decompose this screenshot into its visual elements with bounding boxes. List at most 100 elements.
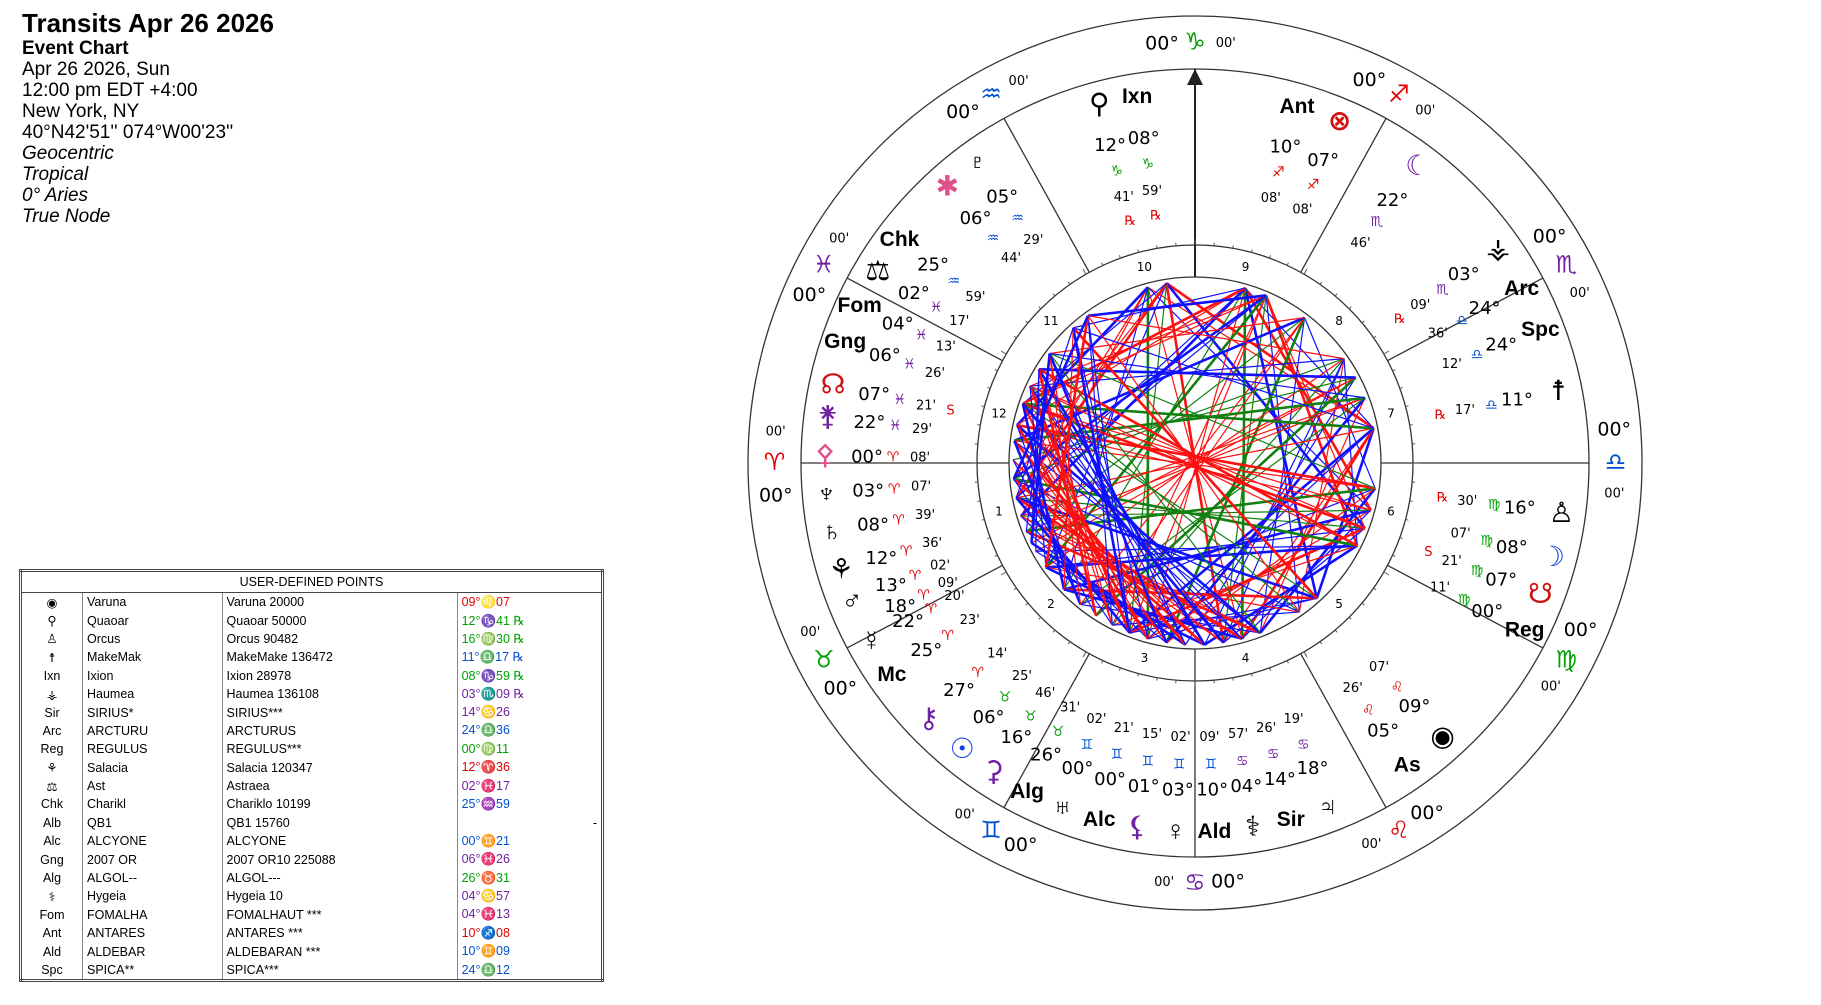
- tick: [1082, 268, 1087, 275]
- tick: [1118, 667, 1121, 671]
- cusp-minutes: 00': [1361, 837, 1381, 852]
- planet-minutes: 57': [1228, 727, 1248, 742]
- table-row: ⚕ Hygeia Hygeia 10 04°♋57: [20, 887, 604, 906]
- point-name: SIRIUS***: [222, 703, 458, 722]
- planet-minutes: 26': [1343, 681, 1363, 696]
- planet-degree: 01°: [1128, 776, 1160, 797]
- tick: [1405, 518, 1409, 521]
- planet-minutes: 31': [1060, 701, 1080, 716]
- planet-minutes: 36': [922, 536, 942, 551]
- ring: [747, 15, 1643, 911]
- tick: [1303, 651, 1308, 658]
- planet-flag: S: [1424, 545, 1432, 560]
- tick: [994, 554, 998, 557]
- tick: [1383, 350, 1390, 355]
- planet-glyph: Spc: [1521, 318, 1560, 341]
- point-glyph: Fom: [20, 905, 83, 925]
- planet-minutes: 12': [1442, 357, 1462, 372]
- planet-sign: ♈: [941, 628, 954, 644]
- house-number: 8: [1335, 314, 1343, 328]
- planet-degree: 02°: [898, 283, 930, 304]
- planet-degree: 08°: [857, 515, 889, 536]
- tick: [1392, 369, 1396, 372]
- point-glyph: ⚕: [20, 887, 83, 906]
- table-row: Ald ALDEBAR ALDEBARAN *** 10°♊09: [20, 942, 604, 961]
- planet-glyph: ⚖: [865, 255, 890, 286]
- planet-minutes: 08': [1292, 202, 1312, 217]
- setting: Geocentric: [22, 143, 114, 164]
- aspect-line: [1013, 316, 1306, 443]
- planet-glyph: Alc: [1083, 808, 1116, 831]
- planet-degree: 06°: [973, 707, 1005, 728]
- point-abbr: 2007 OR: [82, 850, 223, 869]
- planet-glyph: Sir: [1277, 808, 1305, 831]
- cusp-minutes: 00': [1216, 36, 1236, 51]
- planet-sign: ♍: [1458, 592, 1471, 608]
- planet-flag: ℞: [1437, 490, 1449, 505]
- aspect-line: [1021, 403, 1066, 590]
- cusp-sign: ♊: [980, 816, 1002, 844]
- tick: [987, 537, 991, 540]
- planet-sign: ♌: [1362, 702, 1375, 718]
- planet-flag: S: [946, 404, 954, 419]
- planet-degree: 00°: [1471, 601, 1503, 622]
- planet-minutes: 39': [915, 508, 935, 523]
- tick: [1101, 262, 1104, 266]
- planet-minutes: 14': [987, 647, 1007, 662]
- point-name: SPICA***: [222, 960, 458, 981]
- tick: [1067, 641, 1071, 645]
- planet-minutes: 23': [960, 613, 980, 628]
- point-abbr: FOMALHA: [82, 905, 223, 925]
- cusp-sign: ♈: [764, 448, 786, 476]
- planet-glyph: Mc: [877, 663, 906, 686]
- planet-sign: ♈: [971, 665, 984, 681]
- point-position: 12°♈36: [457, 758, 604, 777]
- point-glyph: Reg: [20, 740, 83, 759]
- planet-sign: ♓: [903, 357, 916, 373]
- planet-sign: ♊: [1173, 757, 1186, 773]
- point-glyph: Spc: [20, 960, 83, 981]
- table-row: Alb QB1 QB1 15760-: [20, 813, 604, 833]
- point-glyph: Alc: [20, 832, 83, 851]
- table-row: Arc ARCTURU ARCTURUS 24°♎36: [20, 721, 604, 741]
- subtitle: Event Chart: [22, 38, 129, 59]
- planet-glyph: ⚘: [829, 554, 854, 585]
- aspect-line: [1030, 353, 1051, 543]
- house-number: 5: [1335, 597, 1343, 611]
- cusp-minutes: 00': [1570, 286, 1590, 301]
- info-line: New York, NY: [22, 101, 140, 122]
- planet-degree: 22°: [853, 412, 885, 433]
- tick: [1156, 245, 1158, 249]
- point-name: Salacia 120347: [222, 758, 458, 777]
- point-name: REGULUS***: [222, 740, 458, 759]
- planet-sign: ♐: [1307, 177, 1320, 193]
- planet-minutes: 02': [930, 559, 950, 574]
- tick: [1319, 281, 1323, 285]
- table-row: Fom FOMALHA FOMALHAUT *** 04°♓13: [20, 905, 604, 925]
- planet-minutes: 30': [1457, 494, 1477, 509]
- planet-degree: 13°: [875, 575, 907, 596]
- tick: [981, 405, 985, 408]
- planet-degree: 00°: [1094, 769, 1126, 790]
- planet-minutes: 25': [1012, 669, 1032, 684]
- planet-minutes: 59': [1142, 184, 1162, 199]
- planet-sign: ♍: [1480, 533, 1493, 549]
- planet-sign: ♊: [1111, 747, 1124, 763]
- planet-degree: 03°: [852, 481, 884, 502]
- planet-glyph: ☨: [1551, 375, 1566, 406]
- planet-minutes: 13': [936, 339, 956, 354]
- planet-glyph: ♂: [841, 584, 862, 615]
- point-glyph: Gng: [20, 850, 83, 869]
- house-number: 10: [1137, 260, 1152, 274]
- cusp-degree: 00°: [1004, 834, 1038, 856]
- cusp-minutes: 00': [1415, 104, 1435, 119]
- table-row: ☨ MakeMak MakeMake 136472 11°♎17 ℞: [20, 648, 604, 667]
- point-abbr: REGULUS: [82, 740, 223, 759]
- planet-minutes: 46': [1035, 686, 1055, 701]
- planet-minutes: 02': [1086, 712, 1106, 727]
- point-glyph: Alg: [20, 868, 83, 888]
- planet-minutes: 29': [1023, 233, 1043, 248]
- cusp-minutes: 00': [829, 231, 849, 246]
